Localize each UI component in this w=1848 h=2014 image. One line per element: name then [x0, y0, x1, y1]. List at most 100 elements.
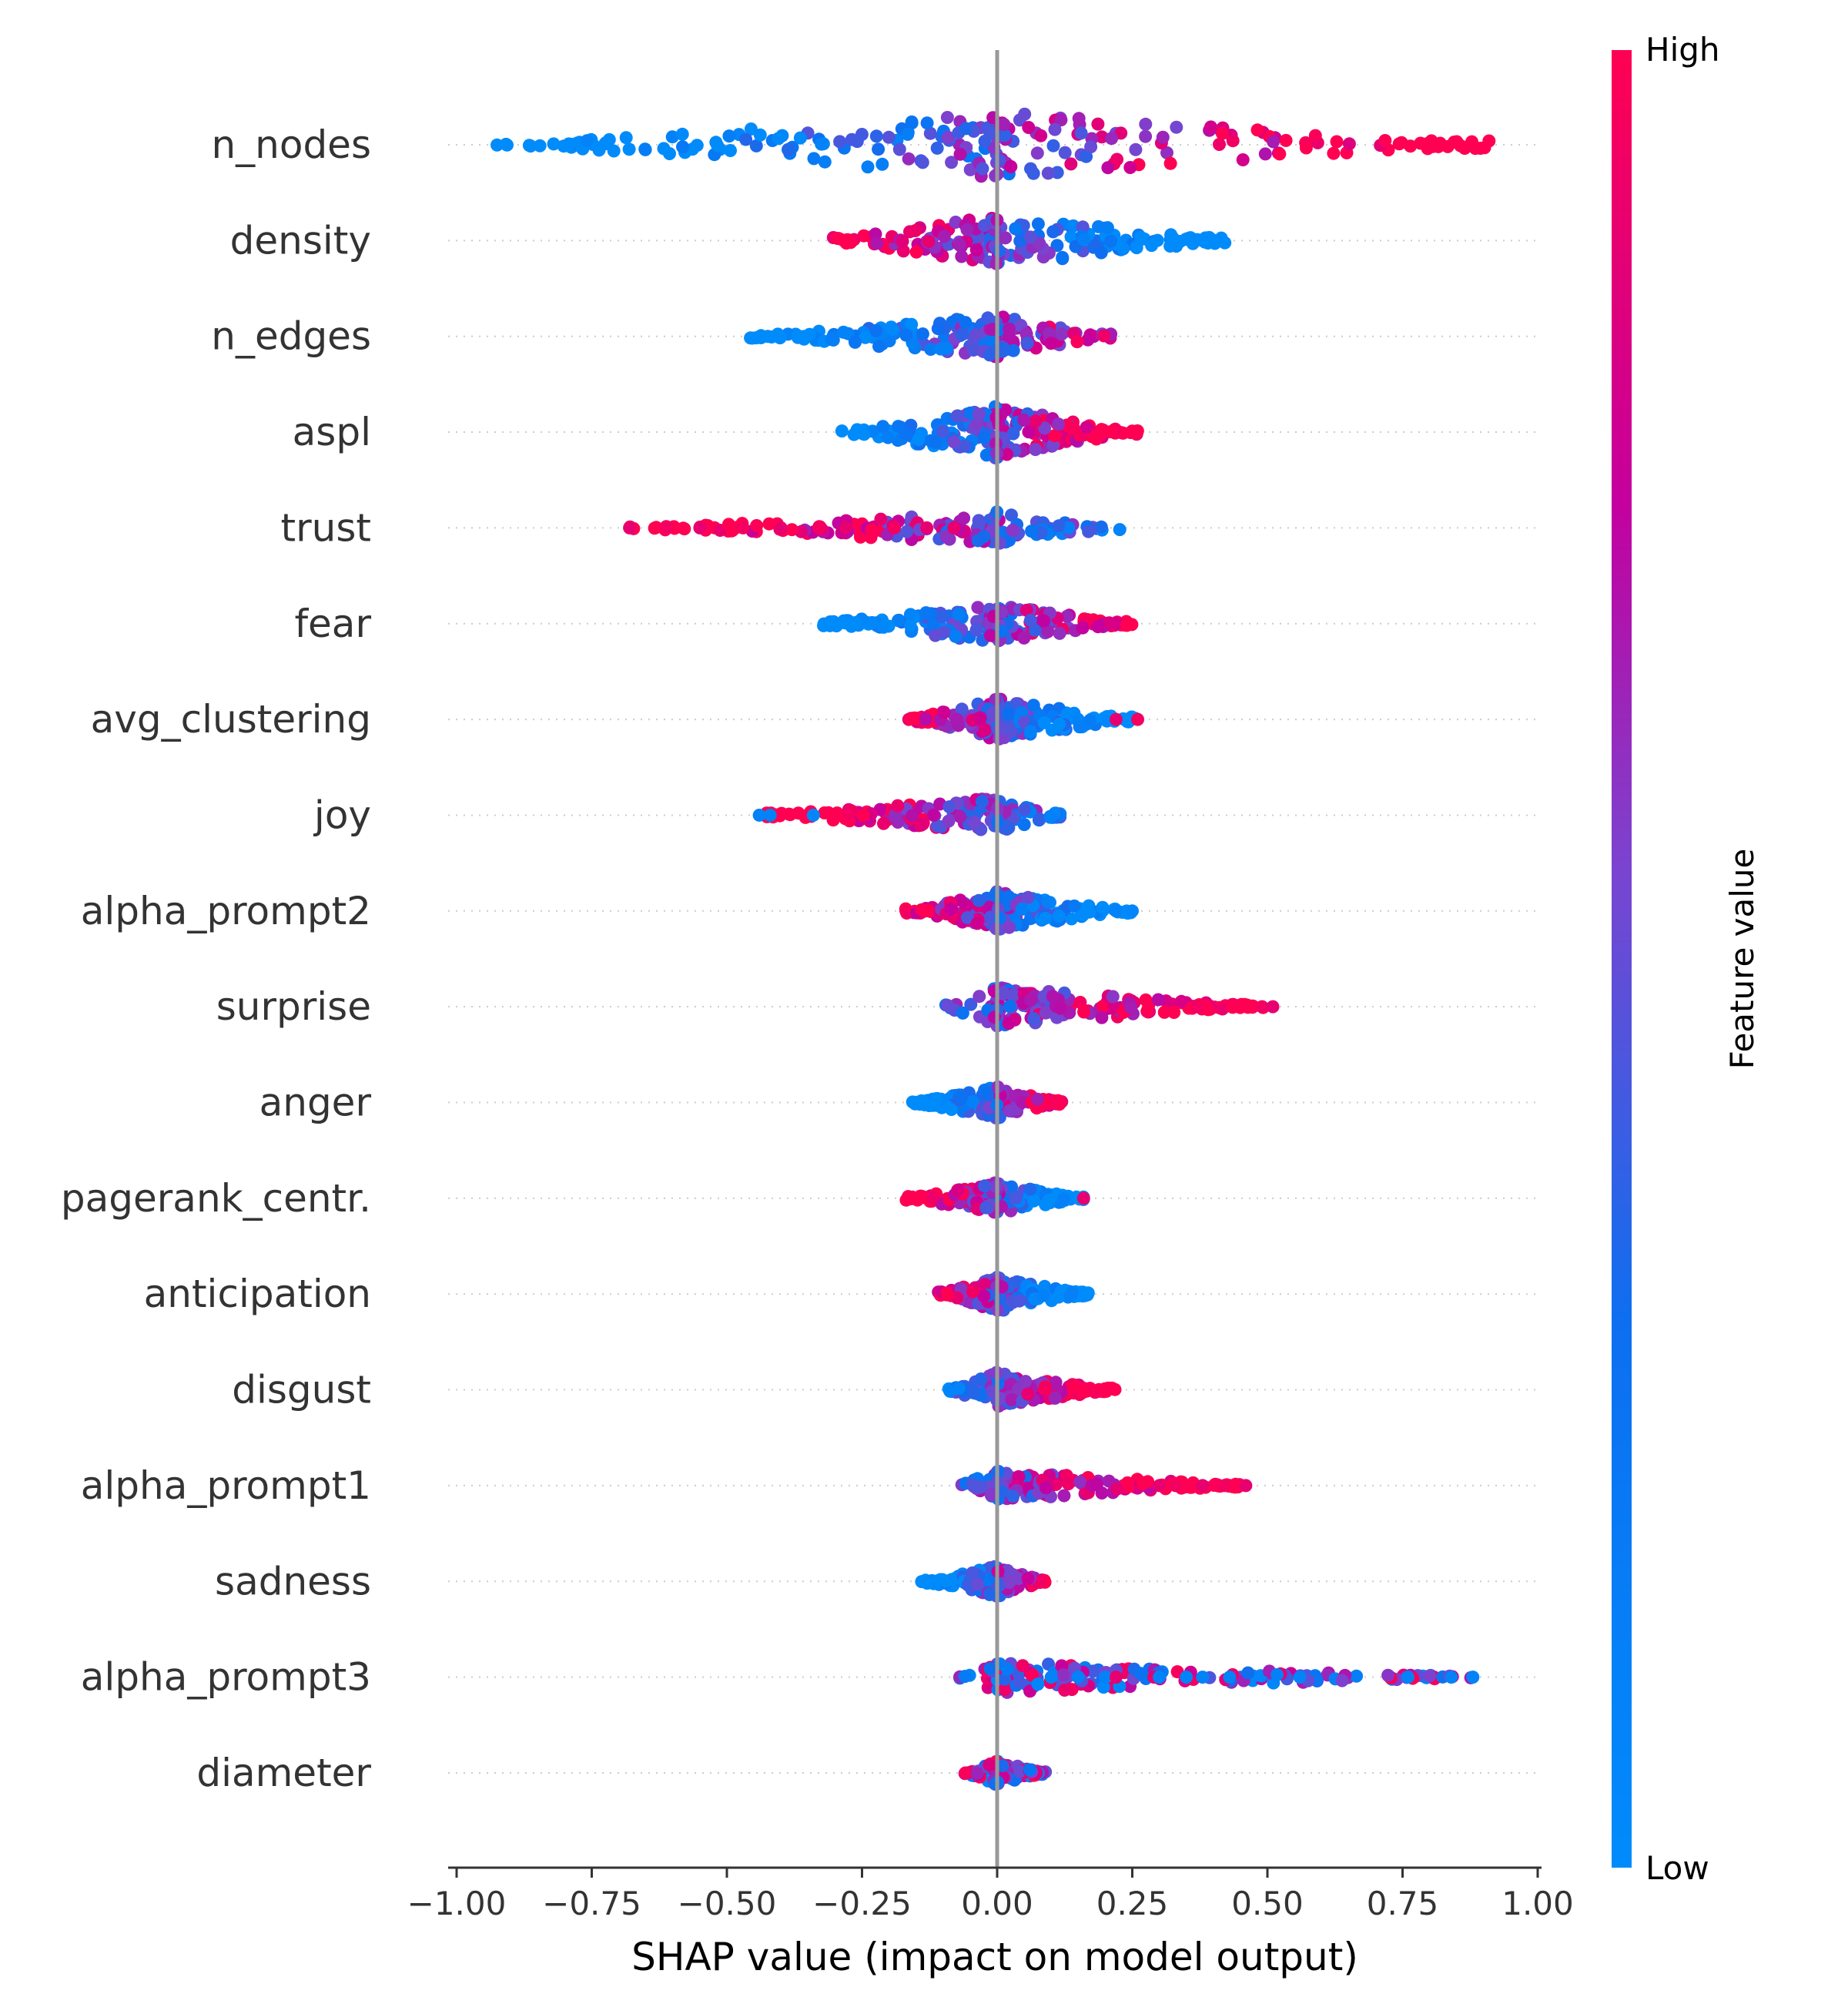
shap-point [1124, 1001, 1138, 1015]
shap-point [918, 1096, 932, 1110]
shap-point [835, 424, 849, 438]
shap-point [947, 521, 961, 534]
shap-point [1273, 147, 1287, 161]
shap-point [934, 342, 948, 356]
shap-point [1081, 333, 1095, 347]
shap-point [1056, 1668, 1070, 1682]
shap-point [722, 129, 736, 143]
feature-label: joy [313, 793, 371, 837]
shap-point [685, 142, 699, 156]
shap-point [580, 134, 594, 148]
shap-point [744, 331, 758, 345]
shap-point [882, 334, 896, 347]
feature-label: alpha_prompt3 [81, 1655, 371, 1700]
shap-point [1466, 1671, 1480, 1684]
shap-point [957, 511, 971, 525]
x-tick-label: 0.00 [961, 1885, 1033, 1922]
shap-point [1021, 1572, 1035, 1586]
shap-point [872, 340, 886, 354]
shap-point [941, 999, 955, 1012]
shap-point [958, 1670, 972, 1684]
feature-label: surprise [216, 984, 371, 1029]
shap-points [490, 107, 1496, 1791]
shap-point [1350, 1669, 1364, 1683]
shap-point [1076, 1386, 1090, 1399]
x-tick-label: 0.50 [1231, 1885, 1304, 1922]
shap-point [931, 322, 945, 336]
shap-point [533, 139, 547, 152]
shap-point [966, 1566, 979, 1580]
shap-point [970, 917, 984, 930]
shap-point [1401, 1671, 1414, 1684]
shap-point [1002, 1017, 1016, 1030]
shap-point [818, 806, 832, 819]
shap-point [1134, 230, 1148, 244]
shap-point [940, 1286, 954, 1300]
shap-point [960, 223, 974, 236]
shap-point [981, 311, 995, 325]
shap-point [955, 1091, 969, 1104]
shap-point [1076, 908, 1090, 922]
shap-point [657, 142, 671, 156]
shap-point [1327, 146, 1341, 160]
shap-point [977, 530, 991, 544]
shap-point [993, 536, 1006, 550]
shap-point [839, 521, 852, 534]
shap-point [739, 132, 753, 146]
shap-point [963, 163, 977, 176]
shap-point [749, 139, 763, 152]
shap-point [1050, 1477, 1063, 1491]
x-axis-title: SHAP value (impact on model output) [631, 1935, 1358, 1979]
shap-point [997, 118, 1011, 131]
shap-point [1062, 521, 1076, 534]
shap-point [1024, 993, 1038, 1007]
shap-point [911, 1193, 924, 1207]
shap-point [1129, 142, 1143, 156]
shap-point [993, 911, 1006, 925]
shap-point [941, 130, 955, 144]
shap-point [1041, 895, 1055, 909]
shap-point [972, 514, 986, 528]
shap-point [1046, 139, 1060, 152]
x-axis: −1.00 −0.75 −0.50 −0.25 0.00 0.25 0.50 0.75 1.00 [407, 1866, 1574, 1922]
feature-label: density [230, 218, 371, 263]
shap-point [973, 711, 987, 725]
shap-point [1037, 715, 1051, 729]
shap-point [1019, 603, 1033, 617]
shap-point [1003, 1000, 1016, 1014]
shap-point [984, 1488, 998, 1502]
shap-point [806, 808, 820, 822]
shap-point [953, 147, 967, 161]
shap-point [1067, 899, 1081, 913]
shap-point [945, 156, 959, 169]
shap-point [1163, 156, 1177, 170]
shap-point [877, 816, 890, 830]
shap-point [875, 157, 889, 171]
shap-point [1078, 1288, 1092, 1302]
shap-point [1080, 421, 1093, 434]
shap-point [888, 521, 902, 534]
shap-point [1006, 1490, 1019, 1503]
shap-point [1236, 153, 1250, 166]
shap-point [1005, 1393, 1019, 1407]
shap-point [1064, 157, 1078, 171]
shap-point [1041, 625, 1055, 638]
shap-point [952, 608, 966, 622]
shap-point [676, 140, 689, 154]
shap-point [1116, 242, 1130, 256]
shap-point [909, 224, 922, 237]
shap-point [1181, 1479, 1195, 1493]
shap-point [1053, 1001, 1067, 1015]
x-tick-label: −0.25 [812, 1885, 912, 1922]
shap-point [955, 328, 969, 341]
shap-point [802, 327, 816, 341]
shap-point [1039, 1006, 1053, 1020]
shap-point [1126, 424, 1139, 438]
shap-point [1024, 725, 1037, 739]
shap-point [936, 424, 949, 438]
shap-point [1027, 1012, 1040, 1026]
shap-point [899, 427, 912, 440]
shap-point [927, 808, 940, 822]
shap-point [951, 1183, 965, 1197]
shap-point [861, 160, 875, 174]
